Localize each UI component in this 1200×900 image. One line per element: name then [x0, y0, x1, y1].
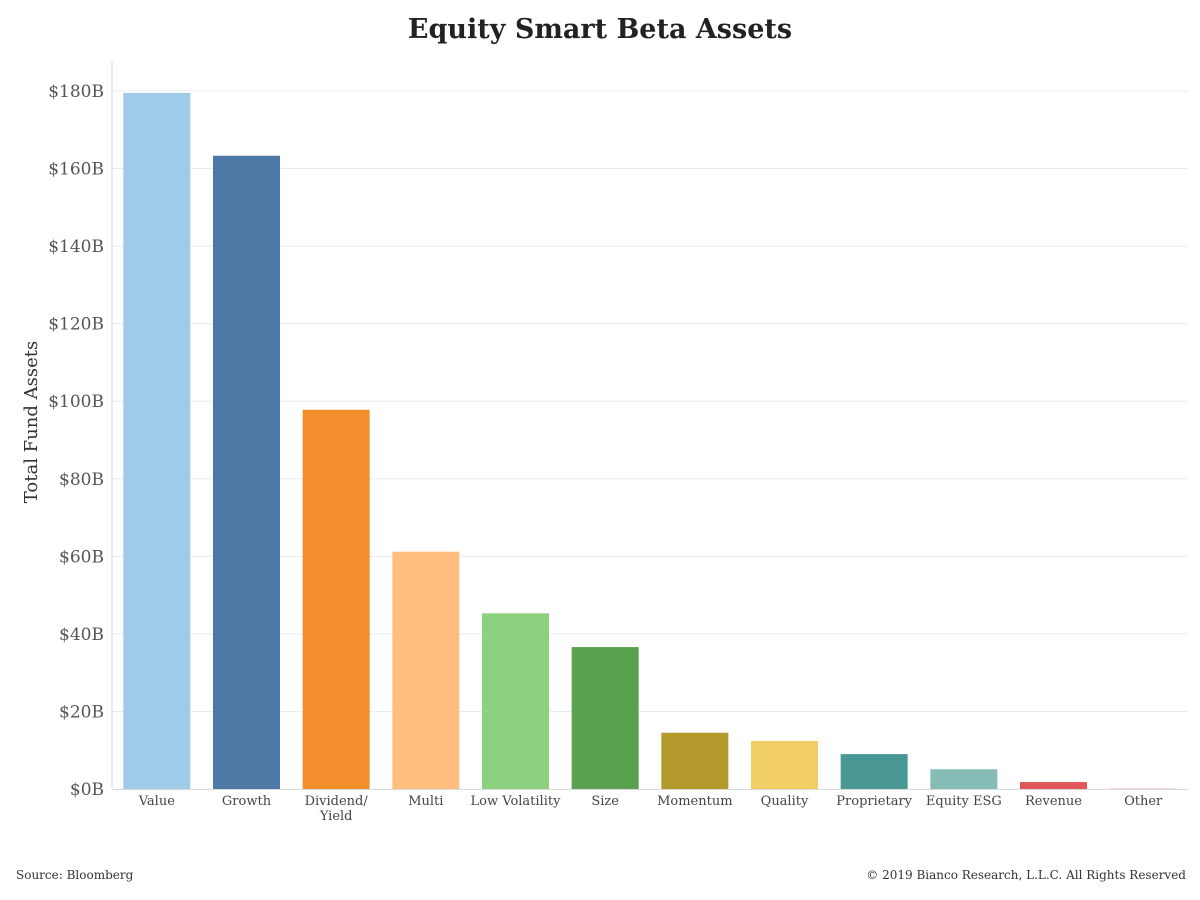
bar	[392, 551, 460, 789]
bar	[1020, 782, 1087, 789]
x-category-label: Low Volatility	[471, 794, 562, 809]
y-tick-label: $120B	[48, 315, 104, 335]
x-category-label: Growth	[222, 794, 272, 809]
x-category-label: Dividend/Yield	[305, 794, 369, 824]
bar	[930, 769, 998, 789]
bar	[661, 732, 729, 789]
y-tick-label: $40B	[59, 625, 104, 645]
gridlines	[112, 90, 1188, 712]
x-category-label: Size	[591, 794, 619, 809]
bar	[213, 155, 280, 789]
x-category-label: Value	[138, 794, 175, 809]
x-category-label: Momentum	[657, 794, 732, 809]
y-axis-tick-labels: $0B $20B $40B $60B $80B $100B $120B $140B $160B $…	[48, 82, 104, 800]
y-tick-label: $60B	[59, 547, 104, 567]
chart-title: Equity Smart Beta Assets	[407, 14, 793, 45]
bar	[751, 740, 818, 789]
y-tick-label: $20B	[59, 702, 104, 722]
y-tick-label: $100B	[48, 392, 104, 412]
source-note: Source: Bloomberg	[16, 868, 134, 882]
y-tick-label: $0B	[70, 780, 104, 800]
bar	[482, 613, 549, 789]
x-axis-category-labels: Value Growth Dividend/Yield Multi Low Volati…	[138, 794, 1163, 824]
bar	[302, 409, 370, 789]
y-tick-label: $160B	[48, 160, 104, 180]
x-category-label: Revenue	[1025, 794, 1082, 809]
x-category-label: Equity ESG	[926, 794, 1002, 809]
bar	[840, 754, 908, 789]
y-tick-label: $180B	[48, 82, 104, 102]
x-category-label: Quality	[761, 794, 809, 809]
x-category-label: Proprietary	[836, 794, 912, 809]
y-tick-label: $80B	[59, 470, 104, 490]
x-category-label: Multi	[408, 794, 443, 809]
bar	[123, 92, 191, 789]
y-axis-title: Total Fund Assets	[21, 341, 42, 503]
y-tick-label: $140B	[48, 237, 104, 257]
bars	[123, 92, 1177, 789]
bar	[571, 647, 639, 789]
copyright-note: © 2019 Bianco Research, L.L.C. All Right…	[866, 868, 1186, 882]
axes	[111, 62, 1188, 790]
x-category-label: Other	[1124, 794, 1163, 809]
